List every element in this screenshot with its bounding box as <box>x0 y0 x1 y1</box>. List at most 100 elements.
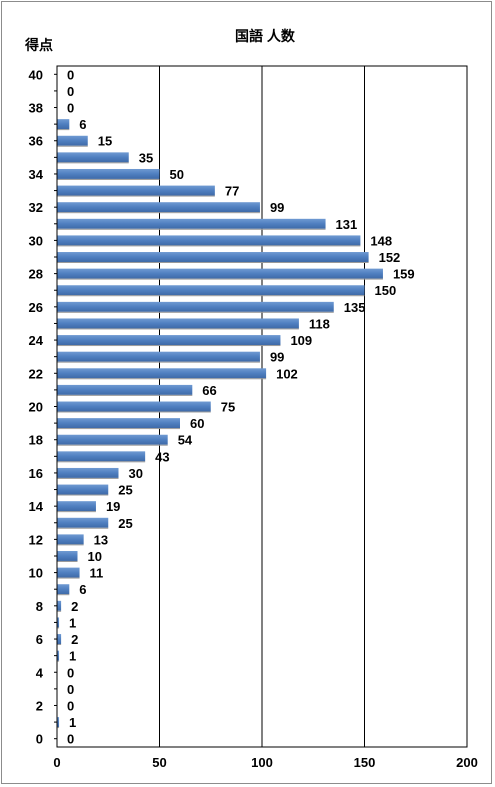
value-label: 148 <box>370 233 392 248</box>
bar <box>57 434 168 445</box>
bar <box>57 517 109 528</box>
bar <box>57 418 180 429</box>
bar-shadow <box>57 145 88 147</box>
value-label: 66 <box>202 383 216 398</box>
bar <box>57 318 299 329</box>
bar <box>57 202 260 213</box>
value-label: 25 <box>118 483 132 498</box>
value-label: 6 <box>79 117 86 132</box>
bar <box>57 717 60 728</box>
bar <box>57 600 62 611</box>
x-tick-label: 0 <box>53 755 60 770</box>
value-label: 0 <box>67 84 74 99</box>
value-label: 54 <box>178 433 193 448</box>
y-tick-label: 34 <box>29 167 44 182</box>
chart-title: 国語 人数 <box>235 28 296 44</box>
bar-shadow <box>57 411 211 413</box>
bar-shadow <box>57 328 299 330</box>
value-label: 2 <box>71 632 78 647</box>
value-label: 35 <box>139 150 153 165</box>
value-label: 0 <box>67 665 74 680</box>
y-tick-label: 16 <box>29 466 43 481</box>
y-tick-label: 0 <box>36 732 43 747</box>
bar-shadow <box>57 129 70 131</box>
y-tick-label: 14 <box>29 499 44 514</box>
value-label: 159 <box>393 267 415 282</box>
bar-shadow <box>57 577 80 579</box>
bar <box>57 650 60 661</box>
value-label: 118 <box>309 316 330 331</box>
value-label: 6 <box>79 582 86 597</box>
y-tick-label: 40 <box>29 67 43 82</box>
value-label: 131 <box>336 217 358 232</box>
y-tick-label: 26 <box>29 300 43 315</box>
value-label: 0 <box>67 732 74 747</box>
value-label: 15 <box>98 134 112 149</box>
bar <box>57 401 211 412</box>
bar-shadow <box>57 527 109 529</box>
bar <box>57 617 60 628</box>
value-label: 75 <box>221 400 235 415</box>
y-tick-label: 18 <box>29 433 43 448</box>
bar-shadow <box>57 477 119 479</box>
y-axis-title: 得点 <box>24 37 53 53</box>
value-label: 10 <box>88 549 102 564</box>
bar <box>57 634 62 645</box>
bar-shadow <box>57 644 62 646</box>
bar <box>57 168 160 179</box>
bar-shadow <box>57 428 180 430</box>
bar <box>57 551 78 561</box>
y-tick-label: 6 <box>36 632 43 647</box>
y-tick-label: 32 <box>29 200 43 215</box>
data-labels: 0006153550779913114815215915013511810999… <box>67 67 415 746</box>
bar <box>57 252 369 262</box>
value-label: 152 <box>379 250 401 265</box>
bar <box>57 501 96 512</box>
bar-shadow <box>57 278 383 280</box>
bar-shadow <box>57 178 160 180</box>
value-label: 109 <box>290 333 312 348</box>
y-tick-label: 28 <box>29 267 43 282</box>
bar-shadow <box>57 345 281 347</box>
axes: 0 50 100 150 2004038363432302826242220181614… <box>29 66 478 770</box>
bar-shadow <box>57 594 70 596</box>
bar <box>57 351 260 362</box>
value-label: 50 <box>170 167 184 182</box>
x-tick-label: 50 <box>152 755 166 770</box>
value-label: 0 <box>67 67 74 82</box>
bar-shadow <box>57 311 334 313</box>
bar <box>57 119 70 130</box>
bar-shadow <box>57 212 260 214</box>
bar-shadow <box>57 295 365 297</box>
bar <box>57 451 146 462</box>
bar <box>57 152 129 163</box>
bar-shadow <box>57 394 193 396</box>
value-label: 1 <box>69 715 76 730</box>
value-label: 60 <box>190 416 204 431</box>
y-tick-label: 2 <box>36 698 43 713</box>
value-label: 30 <box>129 466 143 481</box>
bar <box>57 467 119 478</box>
value-label: 0 <box>67 682 74 697</box>
value-label: 19 <box>106 499 120 514</box>
bar-shadow <box>57 660 60 662</box>
bar-shadow <box>57 228 326 230</box>
value-label: 0 <box>67 698 74 713</box>
bar <box>57 484 109 495</box>
bar-shadow <box>57 544 84 546</box>
y-tick-label: 4 <box>36 665 44 680</box>
bar-shadow <box>57 245 361 247</box>
bar-shadow <box>57 378 267 380</box>
x-tick-label: 200 <box>456 755 478 770</box>
value-label: 0 <box>67 101 74 116</box>
value-label: 13 <box>94 532 108 547</box>
bar-shadow <box>57 511 96 513</box>
value-label: 150 <box>375 283 397 298</box>
bar <box>57 384 193 395</box>
value-label: 25 <box>118 516 132 531</box>
value-label: 99 <box>270 350 284 365</box>
value-label: 135 <box>344 300 366 315</box>
value-label: 77 <box>225 184 239 199</box>
bar <box>57 534 84 545</box>
